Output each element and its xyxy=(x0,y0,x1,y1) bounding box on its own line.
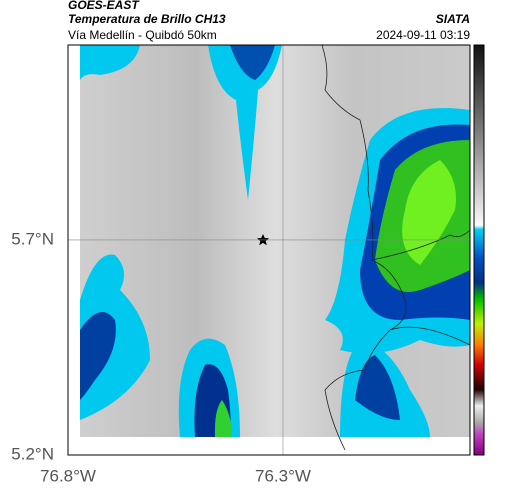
title: Temperatura de Brillo CH13 xyxy=(68,12,226,26)
colorbar xyxy=(473,44,485,456)
source: SIATA xyxy=(436,12,470,26)
axes: 76.8°W 76.3°W 5.2°N 5.7°N xyxy=(11,45,470,485)
y-tick-label: 5.7°N xyxy=(11,229,54,248)
map-frame xyxy=(67,44,471,456)
imagery xyxy=(68,44,471,455)
subtitle: Vía Medellín - Quibdó 50km xyxy=(68,28,217,42)
timestamp: 2024-09-11 03:19 xyxy=(376,28,470,42)
x-tick-label: 76.8°W xyxy=(40,466,96,485)
satellite: GOES-EAST xyxy=(68,0,140,12)
y-tick-label: 5.2°N xyxy=(11,444,54,463)
header: GOES-EAST Temperatura de Brillo CH13 SIA… xyxy=(68,0,470,42)
x-tick-label: 76.3°W xyxy=(255,466,311,485)
